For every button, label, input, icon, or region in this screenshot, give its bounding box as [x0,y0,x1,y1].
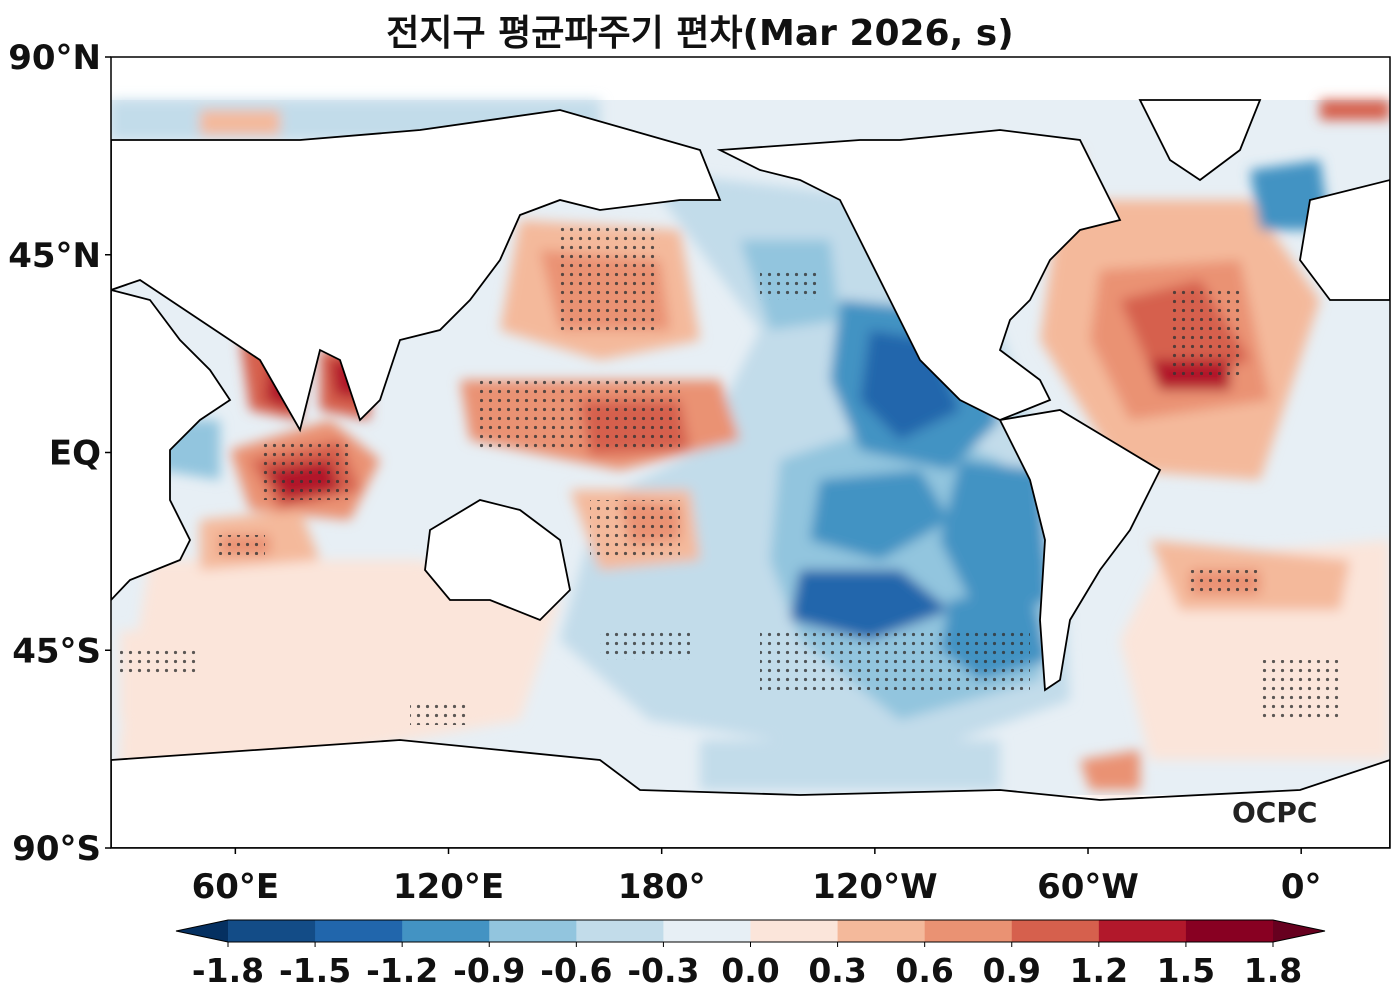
greenland-land [1138,99,1262,182]
colorbar-label: 0.9 [983,951,1041,990]
colorbar-label: 1.2 [1070,951,1128,990]
colorbar-segment [402,920,490,942]
south-america-land [998,409,1162,692]
colorbar-label: -1.5 [279,951,351,990]
colorbar-segment [837,920,926,942]
antarctica-land [111,739,1390,848]
colorbar-label: 0.3 [808,951,866,990]
colorbar-segment [924,920,1013,942]
lon-tick-label: 0° [1281,867,1322,907]
land [111,99,1390,848]
north-america-land [716,129,1122,421]
map-title: 전지구 평균파주기 편차(Mar 2026, s) [386,13,1014,54]
anomaly-patch [1320,100,1390,120]
lat-tick-label: 45°N [8,236,101,276]
colorbar-segment [1011,920,1100,942]
colorbar-segment [750,920,839,942]
colorbar: -1.8 -1.5 -1.2 -0.9 -0.6 -0.3 0.0 0.3 0.6 0.9 1.2 1… [175,919,1326,990]
colorbar-segment [1098,920,1187,942]
lat-tick-label: 90°S [12,829,101,869]
colorbar-label: -1.2 [366,951,438,990]
colorbar-segment [489,920,577,942]
lon-tick-label: 180° [618,867,706,907]
ocpc-logo: OCPC [1232,796,1317,829]
anomaly-patch [1080,750,1140,790]
lon-tick-label: 60°W [1037,867,1139,907]
lon-tick-label: 120°E [393,867,504,907]
colorbar-extend-max [1273,920,1325,942]
eurasia-land [111,109,722,433]
anomaly-patch [700,740,1000,790]
colorbar-extend-min [176,920,228,942]
lat-tick-label: EQ [49,434,101,474]
europe-land [1299,179,1390,301]
lat-tick-label: 90°N [8,38,101,78]
colorbar-segment [1185,920,1274,942]
anomaly-patch [790,570,950,640]
colorbar-segment [315,920,403,942]
significance-stipple [120,225,1340,725]
lon-tick-label: 60°E [192,867,280,907]
africa-land [111,289,232,602]
colorbar-segment [576,920,664,942]
lat-tick-label: 45°S [12,631,101,671]
colorbar-label: 0.0 [721,951,779,990]
anomaly-patch [810,470,950,560]
colorbar-label: 1.8 [1244,951,1302,990]
colorbar-label: 1.5 [1157,951,1215,990]
australia-land [424,499,571,622]
anomaly-patch [940,460,1050,620]
longitude-axis: 60°E 120°E 180° 120°W 60°W 0° [192,848,1322,907]
colorbar-label: -0.6 [540,951,612,990]
colorbar-label: 0.6 [895,951,953,990]
anomaly-patch [200,110,280,135]
colorbar-label: -0.9 [453,951,525,990]
latitude-axis: 90°N 45°N EQ 45°S 90°S [8,38,111,869]
anomaly-field [111,99,1390,848]
colorbar-segment [663,920,751,942]
colorbar-segment [228,920,316,942]
colorbar-label: -0.3 [627,951,699,990]
colorbar-label: -1.8 [192,951,264,990]
lon-tick-label: 120°W [812,867,937,907]
